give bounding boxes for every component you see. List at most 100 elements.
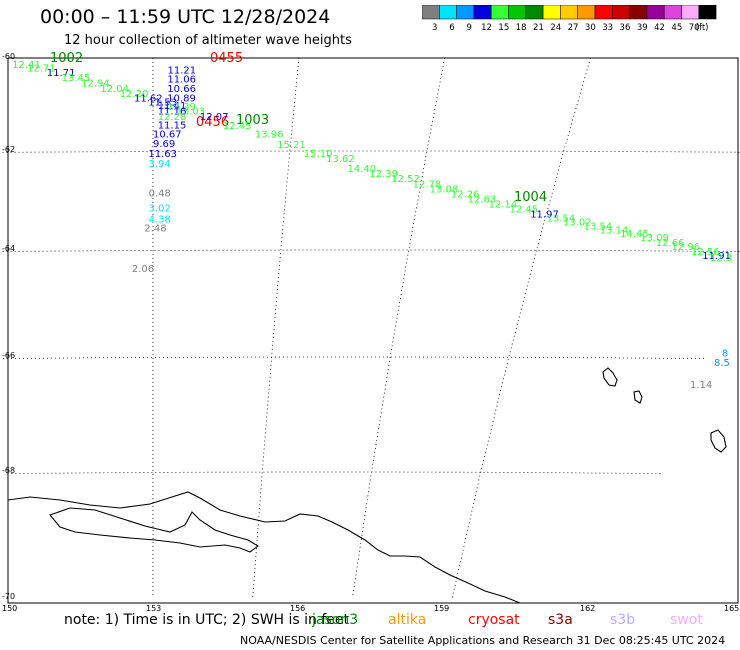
wave-height-value: 9.69 xyxy=(153,139,175,150)
scale-label: 12 xyxy=(481,23,492,33)
lat-lon-grid xyxy=(0,57,740,599)
island-3 xyxy=(710,429,727,453)
wave-height-value: 12.94 xyxy=(81,79,110,90)
map-title: 00:00 – 11:59 UTC 12/28/2024 xyxy=(40,6,331,28)
wave-height-value: 13.96 xyxy=(255,130,284,141)
scale-label: 70 xyxy=(689,23,700,33)
pass-time-label: 0456 xyxy=(196,115,229,130)
wave-height-value: 12.45 xyxy=(510,205,539,216)
pass-time-label: 1002 xyxy=(50,51,83,66)
wave-height-value: 13.54 xyxy=(584,221,613,232)
satellite-legend-item: cryosat xyxy=(468,612,520,628)
scale-label: 27 xyxy=(568,23,579,33)
wave-height-value: 2.06 xyxy=(132,264,154,275)
pass-time-label: 1004 xyxy=(514,190,547,205)
wave-height-value: 12.07 xyxy=(200,112,229,123)
wave-height-value: 12.63 xyxy=(468,195,497,206)
footer-note: note: 1) Time is in UTC; 2) SWH is in fe… xyxy=(64,612,350,628)
latitude-label: -70 xyxy=(2,592,16,601)
island-2 xyxy=(633,390,643,404)
wave-height-value: 11.15 xyxy=(158,120,187,131)
wave-height-value: 12.71 xyxy=(27,64,56,75)
scale-label: 42 xyxy=(654,23,665,33)
wave-height-value: 12.56 xyxy=(691,247,720,258)
coastline xyxy=(7,367,727,604)
wave-height-value: 10.66 xyxy=(167,84,196,95)
map-frame xyxy=(7,57,739,604)
wave-height-value: 12.28 xyxy=(158,112,187,123)
wave-height-value: 10.67 xyxy=(153,130,182,141)
wave-height-value: 11.91 xyxy=(702,251,731,262)
scale-label: 15 xyxy=(498,23,509,33)
longitude-label: 165 xyxy=(724,604,740,613)
satellite-legend-item: s3b xyxy=(610,612,636,628)
wave-height-value: 11.62 xyxy=(134,93,163,104)
wave-height-value: 13.62 xyxy=(326,154,355,165)
scale-label: 30 xyxy=(585,23,596,33)
wave-height-value: 8.5 xyxy=(714,358,730,369)
scale-label: 21 xyxy=(533,23,544,33)
scale-bin xyxy=(698,5,717,20)
wave-height-value: 8 xyxy=(722,348,728,359)
wave-height-value: 14.40 xyxy=(348,164,377,175)
latitude-label: -60 xyxy=(2,52,16,61)
pass-time-labels: 1002 0455 0456 1003 1004 xyxy=(50,51,547,205)
parallel-line xyxy=(0,356,707,359)
scale-unit: (ft) xyxy=(696,23,709,33)
wave-height-value: 12.45 xyxy=(223,121,252,132)
parallel-line xyxy=(7,471,663,474)
latitude-label: -68 xyxy=(2,466,16,475)
meridian-line xyxy=(252,57,300,599)
wave-height-value: 12.14 xyxy=(489,200,518,211)
scale-label: 33 xyxy=(602,23,613,33)
wave-height-value: 13.45 xyxy=(62,73,91,84)
wave-height-value: 11.63 xyxy=(148,149,177,160)
longitude-label: 150 xyxy=(2,604,18,613)
scale-label: 18 xyxy=(516,23,527,33)
wave-height-value: 13.02 xyxy=(563,217,592,228)
scale-label: 6 xyxy=(449,23,454,33)
longitude-label: 153 xyxy=(146,604,162,613)
meridian-line xyxy=(451,57,591,599)
wave-height-value: 13.09 xyxy=(640,233,669,244)
wave-height-value: 15.10 xyxy=(304,149,333,160)
wave-height-value: 12.39 xyxy=(369,169,398,180)
wave-height-value: 12.41 xyxy=(12,60,41,71)
wave-height-value: 11.41 xyxy=(158,101,187,112)
wave-height-value: 12.52 xyxy=(391,174,420,185)
wave-height-value: 3.02 xyxy=(149,204,171,215)
footer-credit: NOAA/NESDIS Center for Satellite Applica… xyxy=(240,634,726,647)
longitude-label: 162 xyxy=(580,604,596,613)
wave-height-value: 11.71 xyxy=(47,68,76,79)
wave-height-value: 3.94 xyxy=(149,159,171,170)
wave-height-value: 13.14 xyxy=(600,225,629,236)
wave-height-value: 12.26 xyxy=(451,190,480,201)
scale-label: 45 xyxy=(671,23,682,33)
island-1 xyxy=(602,367,618,387)
wave-height-value: 11.53 xyxy=(148,98,177,109)
wave-height-value: 11.97 xyxy=(530,209,559,220)
wave-height-value: 0.48 xyxy=(149,189,171,200)
longitude-label: 159 xyxy=(434,604,450,613)
wave-height-value: 12.39 xyxy=(167,102,196,113)
wave-height-value: 11.21 xyxy=(168,65,197,76)
wave-height-value: 13.08 xyxy=(430,185,459,196)
meridian-line xyxy=(352,57,445,599)
satellite-legend-item: altika xyxy=(388,612,427,628)
wave-height-observations: 12.4112.7111.7113.4512.9412.0412.2011.62… xyxy=(12,60,732,391)
satellite-legend-item: s3a xyxy=(548,612,573,628)
wave-height-value: 11.16 xyxy=(158,106,187,117)
map-subtitle: 12 hour collection of altimeter wave hei… xyxy=(64,33,352,48)
ice-shelf-outline xyxy=(49,507,259,553)
wave-height-value: 12.96 xyxy=(672,242,701,253)
wave-height-value: 1.14 xyxy=(690,380,712,391)
wave-height-value: 11.06 xyxy=(167,75,196,86)
scale-label: 24 xyxy=(550,23,561,33)
scale-label: 39 xyxy=(637,23,648,33)
satellite-legend-item: jason3 xyxy=(312,612,359,628)
wave-height-value: 12.78 xyxy=(413,180,442,191)
parallel-line xyxy=(0,249,740,252)
scale-label: 9 xyxy=(467,23,472,33)
pass-time-label: 0455 xyxy=(210,51,243,66)
latitude-label: -62 xyxy=(2,145,16,154)
